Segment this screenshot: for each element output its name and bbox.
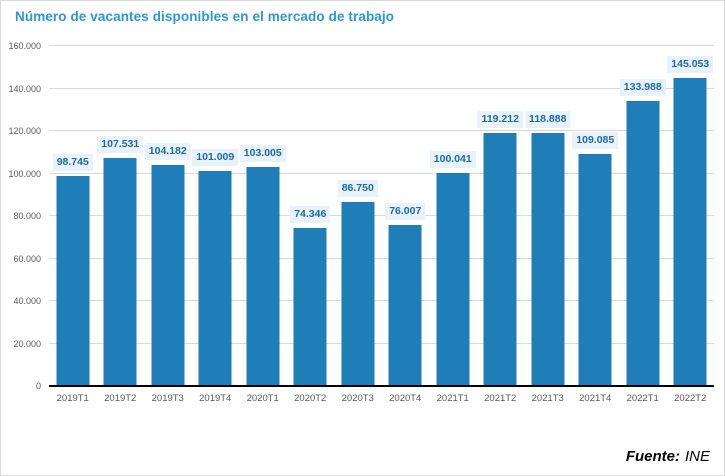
bar-value-label: 104.182 — [144, 142, 191, 160]
gridline — [49, 130, 714, 131]
bar — [436, 173, 470, 386]
bar-value-label: 133.988 — [619, 79, 666, 97]
gridline — [49, 45, 714, 46]
bar-value-label: 74.346 — [290, 206, 331, 224]
x-axis-tick-label: 2021T2 — [484, 393, 517, 404]
x-axis-line — [49, 385, 714, 387]
y-axis-tick-label: 140.000 — [8, 83, 41, 94]
bar-column: 103.005 — [239, 46, 287, 386]
bar-column: 118.888 — [524, 46, 572, 386]
bar-column: 101.009 — [192, 46, 240, 386]
bar — [483, 132, 517, 386]
plot-area: 98.745 107.531 104.182 101.009 103.005 74.346… — [49, 45, 714, 387]
x-axis-tick-label: 2021T4 — [579, 393, 612, 404]
bar — [531, 133, 565, 386]
bar-column: 100.041 — [429, 46, 477, 386]
bar-value-label: 145.053 — [667, 55, 714, 73]
bar — [578, 154, 612, 386]
x-axis-tick-label: 2022T1 — [626, 393, 659, 404]
y-axis-tick-label: 60.000 — [13, 253, 41, 264]
bar — [293, 228, 327, 386]
x-axis-tick-label: 2019T4 — [199, 393, 232, 404]
bar-value-label: 107.531 — [97, 135, 144, 153]
bars-container: 98.745 107.531 104.182 101.009 103.005 74.346… — [49, 46, 714, 386]
gridline — [49, 342, 714, 344]
x-axis-tick-label: 2021T3 — [531, 393, 564, 404]
bar — [198, 171, 232, 386]
x-axis-tick-label: 2022T2 — [674, 393, 707, 404]
y-axis-tick-label: 120.000 — [8, 126, 41, 136]
source-credit: Fuente: INE — [626, 448, 710, 465]
y-axis-tick-label: 40.000 — [13, 296, 41, 306]
bar — [388, 224, 422, 386]
bar — [626, 101, 660, 386]
bar-column: 98.745 — [49, 46, 97, 386]
bar-value-label: 98.745 — [52, 154, 93, 172]
bar-column: 74.346 — [287, 46, 335, 386]
y-axis-tick-label: 20.000 — [13, 338, 41, 349]
gridline — [49, 300, 714, 301]
bar-column: 107.531 — [97, 46, 145, 386]
bar — [341, 201, 375, 386]
y-axis-tick-label: 160.000 — [8, 41, 41, 51]
y-axis-tick-label: 80.000 — [13, 211, 41, 221]
gridline — [49, 87, 714, 89]
bar-value-label: 109.085 — [572, 132, 619, 150]
gridline — [49, 172, 714, 174]
bar-column: 119.212 — [477, 46, 525, 386]
bar-column: 145.053 — [667, 46, 715, 386]
y-axis-tick-label: 0 — [35, 381, 41, 391]
chart-title: Número de vacantes disponibles en el mer… — [15, 9, 395, 24]
bar-column: 109.085 — [572, 46, 620, 386]
x-axis-tick-label: 2021T1 — [436, 393, 469, 404]
y-axis-tick-label: 100.000 — [8, 168, 41, 179]
bar-value-label: 118.888 — [525, 111, 571, 129]
x-axis-tick-label: 2020T2 — [294, 393, 327, 404]
x-axis-tick-label: 2020T3 — [341, 393, 374, 404]
bar — [56, 176, 90, 386]
bar-column: 86.750 — [334, 46, 382, 386]
x-axis-tick-label: 2020T1 — [246, 393, 279, 404]
bar-column: 76.007 — [382, 46, 430, 386]
bar-column: 133.988 — [619, 46, 667, 386]
bar-value-label: 100.041 — [429, 151, 476, 169]
gridline — [49, 257, 714, 259]
bar — [673, 77, 707, 386]
bar — [246, 167, 280, 386]
bar-column: 104.182 — [144, 46, 192, 386]
bar-value-label: 101.009 — [192, 149, 239, 167]
bar — [151, 164, 185, 386]
bar — [103, 157, 137, 386]
x-axis: 2019T1 2019T2 2019T3 2019T4 2020T1 2020T2 2020… — [49, 393, 714, 404]
y-axis: 0 20.000 40.000 60.000 80.000 100.000 120.000 1… — [1, 41, 45, 391]
source-value: INE — [684, 448, 710, 465]
x-axis-tick-label: 2019T1 — [56, 393, 89, 404]
gridline — [49, 215, 714, 216]
source-label: Fuente: — [625, 448, 680, 465]
bar-value-label: 76.007 — [385, 202, 426, 220]
x-axis-tick-label: 2019T2 — [104, 393, 137, 404]
x-axis-tick-label: 2019T3 — [151, 393, 184, 404]
x-axis-tick-label: 2020T4 — [389, 393, 422, 404]
bar-value-label: 86.750 — [337, 179, 378, 197]
bar-value-label: 103.005 — [239, 145, 286, 163]
bar-value-label: 119.212 — [477, 110, 523, 128]
